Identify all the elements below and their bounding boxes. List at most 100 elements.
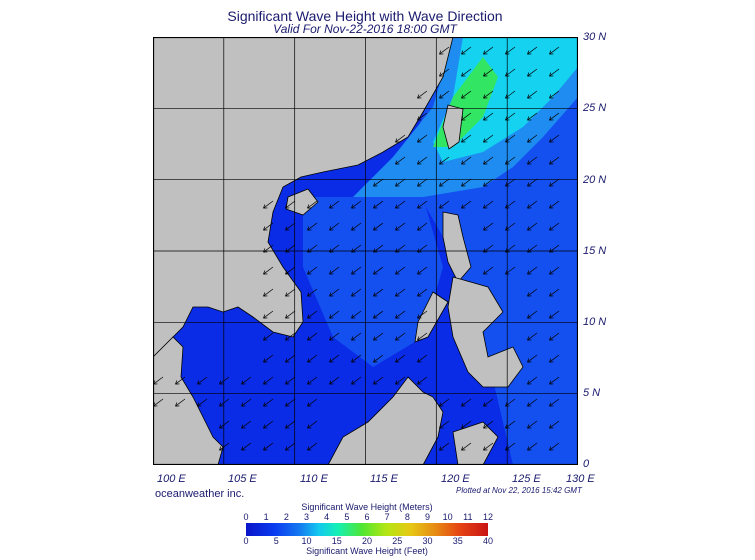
colorbar-feet-tick: 25 bbox=[392, 536, 403, 546]
wave-direction-arrow bbox=[505, 222, 516, 231]
wave-direction-arrow bbox=[527, 332, 538, 341]
wave-direction-arrow bbox=[461, 68, 472, 77]
colorbar-meter-tick: 9 bbox=[424, 512, 431, 522]
colorbar-meter-tick: 4 bbox=[324, 512, 330, 522]
map-subtitle: Valid For Nov-22-2016 18:00 GMT bbox=[273, 22, 457, 36]
wave-direction-arrow bbox=[329, 332, 340, 341]
colorbar-feet-tick: 10 bbox=[301, 536, 312, 546]
wave-direction-arrow bbox=[285, 266, 296, 275]
wave-direction-arrow bbox=[549, 398, 560, 407]
wave-direction-arrow bbox=[351, 266, 362, 275]
wave-direction-arrow bbox=[549, 376, 560, 385]
wave-direction-arrow bbox=[483, 442, 494, 451]
colorbar-feet-tick: 20 bbox=[361, 536, 373, 546]
wave-direction-arrow bbox=[351, 222, 362, 231]
wave-direction-arrow bbox=[483, 420, 494, 429]
wave-direction-arrow bbox=[263, 222, 274, 231]
map-frame bbox=[153, 37, 578, 465]
wave-direction-arrow bbox=[175, 376, 186, 385]
wave-direction-arrow bbox=[373, 288, 384, 297]
wave-direction-arrow bbox=[505, 266, 516, 275]
wave-direction-arrow bbox=[549, 200, 560, 209]
wave-direction-arrow bbox=[329, 354, 340, 363]
wave-direction-arrow bbox=[417, 376, 428, 385]
wave-direction-arrow bbox=[175, 398, 186, 407]
colorbar bbox=[246, 523, 488, 536]
wave-direction-arrow bbox=[439, 46, 450, 55]
wave-direction-arrow bbox=[351, 288, 362, 297]
credit-text: oceanweather inc. bbox=[155, 488, 245, 500]
wave-direction-arrow bbox=[527, 134, 538, 143]
lon-label: 120 E bbox=[441, 473, 470, 485]
wave-direction-arrow bbox=[461, 420, 472, 429]
wave-direction-arrow bbox=[395, 178, 406, 187]
wave-direction-arrow bbox=[373, 266, 384, 275]
wave-direction-arrow bbox=[219, 442, 230, 451]
wave-direction-arrow bbox=[373, 354, 384, 363]
colorbar-meter-tick: 10 bbox=[442, 512, 453, 522]
wave-direction-arrow bbox=[263, 332, 274, 341]
wave-direction-arrow bbox=[417, 200, 428, 209]
wave-direction-arrow bbox=[307, 222, 318, 231]
wave-direction-arrow bbox=[417, 134, 428, 143]
wave-direction-arrow bbox=[285, 332, 296, 341]
colorbar-feet-tick: 0 bbox=[243, 536, 249, 546]
wave-direction-arrow bbox=[285, 442, 296, 451]
wave-direction-arrow bbox=[395, 332, 406, 341]
colorbar-meter-tick: 6 bbox=[364, 512, 370, 522]
wave-direction-arrow bbox=[351, 244, 362, 253]
wave-direction-arrow bbox=[307, 420, 318, 429]
wave-direction-arrow bbox=[307, 288, 318, 297]
wave-direction-arrow bbox=[417, 112, 428, 121]
wave-direction-arrow bbox=[241, 420, 252, 429]
wave-direction-arrow bbox=[461, 442, 472, 451]
wave-direction-arrow bbox=[505, 442, 516, 451]
lat-label: 20 N bbox=[583, 174, 607, 186]
wave-direction-arrow bbox=[483, 46, 494, 55]
wave-direction-arrow bbox=[549, 46, 560, 55]
colorbar-meter-tick: 5 bbox=[344, 512, 350, 522]
wave-direction-arrow bbox=[527, 46, 538, 55]
wave-direction-arrow bbox=[505, 156, 516, 165]
colorbar-feet-tick: 35 bbox=[452, 536, 463, 546]
wave-direction-arrow bbox=[461, 200, 472, 209]
wave-direction-arrow bbox=[483, 200, 494, 209]
wave-direction-arrow bbox=[439, 68, 450, 77]
wave-direction-arrow bbox=[263, 288, 274, 297]
wave-direction-arrow bbox=[373, 332, 384, 341]
wave-direction-arrow bbox=[417, 156, 428, 165]
wave-direction-arrow bbox=[549, 442, 560, 451]
wave-direction-arrow bbox=[527, 244, 538, 253]
wave-direction-arrow bbox=[549, 178, 560, 187]
wave-direction-arrow bbox=[461, 156, 472, 165]
lon-label: 105 E bbox=[228, 473, 257, 485]
wave-direction-arrow bbox=[461, 134, 472, 143]
wave-direction-arrow bbox=[373, 200, 384, 209]
wave-direction-arrow bbox=[527, 420, 538, 429]
wave-direction-arrow bbox=[549, 68, 560, 77]
wave-direction-arrow bbox=[505, 200, 516, 209]
wave-direction-arrow bbox=[505, 90, 516, 99]
plotted-timestamp: Plotted at Nov 22, 2016 15:42 GMT bbox=[456, 486, 582, 495]
wave-direction-arrow bbox=[395, 156, 406, 165]
wave-direction-arrow bbox=[439, 200, 450, 209]
wave-direction-arrow bbox=[549, 90, 560, 99]
wave-direction-arrow bbox=[439, 398, 450, 407]
wave-direction-arrow bbox=[197, 376, 208, 385]
wave-zone-scs bbox=[303, 197, 443, 367]
wave-direction-arrow bbox=[549, 134, 560, 143]
wave-direction-arrow bbox=[417, 310, 428, 319]
wave-direction-arrow bbox=[549, 354, 560, 363]
wave-direction-arrow bbox=[351, 310, 362, 319]
wave-direction-arrow bbox=[307, 244, 318, 253]
wave-direction-arrow bbox=[373, 222, 384, 231]
colorbar-meter-tick: 8 bbox=[404, 512, 410, 522]
wave-direction-arrow bbox=[549, 420, 560, 429]
wave-direction-arrow bbox=[505, 46, 516, 55]
wave-direction-arrow bbox=[263, 376, 274, 385]
wave-direction-arrow bbox=[417, 332, 428, 341]
wave-direction-arrow bbox=[527, 156, 538, 165]
wave-direction-arrow bbox=[395, 376, 406, 385]
wave-direction-arrow bbox=[219, 420, 230, 429]
wave-direction-arrow bbox=[241, 376, 252, 385]
